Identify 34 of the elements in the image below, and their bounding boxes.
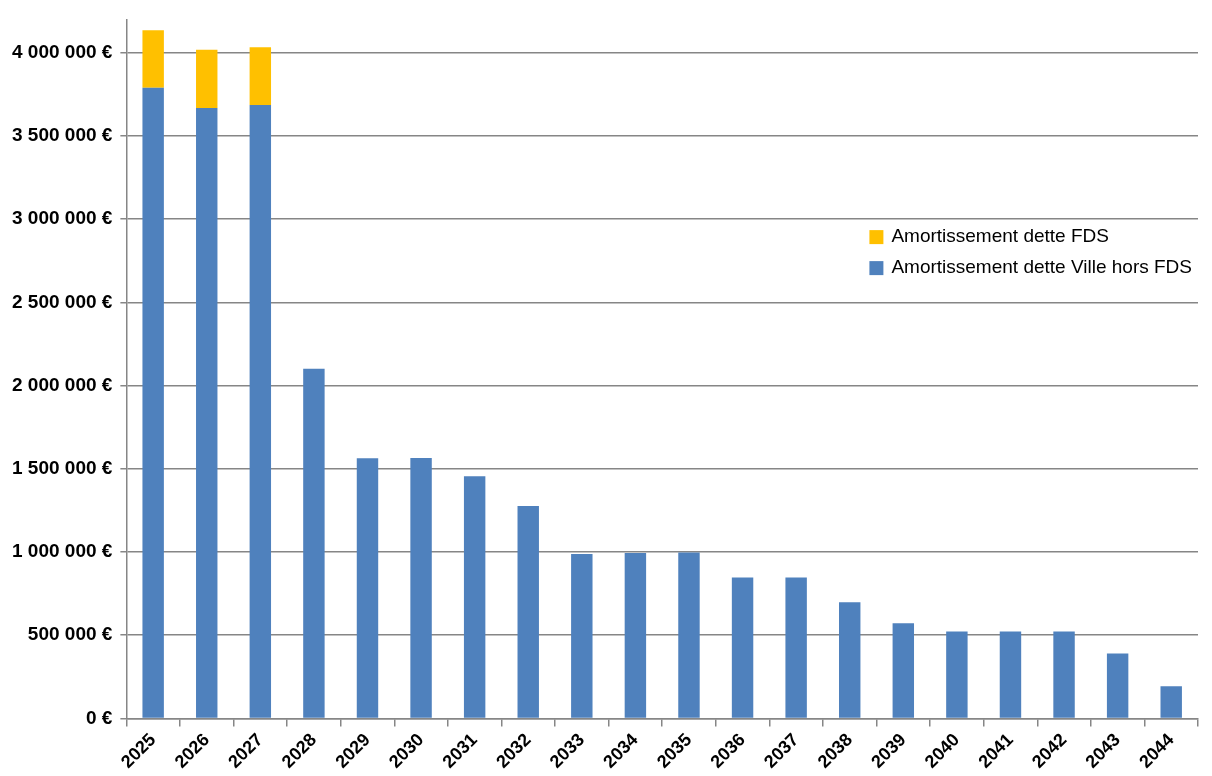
bar — [839, 602, 861, 718]
bar — [946, 631, 968, 718]
y-tick-label: 4 000 000 € — [12, 40, 113, 62]
bar — [410, 457, 432, 718]
bar — [731, 577, 754, 718]
y-tick-label: 3 000 000 € — [12, 207, 113, 229]
bar — [892, 623, 915, 718]
bar — [1106, 653, 1129, 718]
bar — [571, 553, 593, 718]
bar — [142, 87, 164, 718]
y-tick-label: 2 500 000 € — [12, 290, 113, 312]
y-tick-label: 3 500 000 € — [12, 124, 113, 146]
legend-label: Amortissement dette Ville hors FDS — [891, 256, 1193, 278]
bar — [463, 476, 486, 718]
bar — [1160, 686, 1182, 718]
bar — [142, 30, 164, 88]
y-tick-label: 2 000 000 € — [12, 373, 113, 395]
bar — [196, 107, 218, 718]
bar — [678, 552, 700, 718]
bar — [1053, 631, 1075, 718]
y-tick-label: 500 000 € — [27, 623, 113, 645]
y-tick-label: 1 000 000 € — [12, 540, 113, 562]
bar — [624, 552, 647, 718]
bar — [249, 104, 272, 718]
bar — [249, 47, 272, 105]
y-tick-label: 1 500 000 € — [12, 457, 113, 478]
y-tick-label: 0 € — [85, 706, 113, 728]
bar — [196, 49, 218, 108]
bar — [356, 458, 379, 718]
bar — [999, 631, 1022, 718]
legend-label: Amortissement dette FDS — [891, 225, 1109, 247]
bar — [303, 368, 325, 718]
bar — [517, 505, 539, 718]
bar — [785, 577, 807, 718]
